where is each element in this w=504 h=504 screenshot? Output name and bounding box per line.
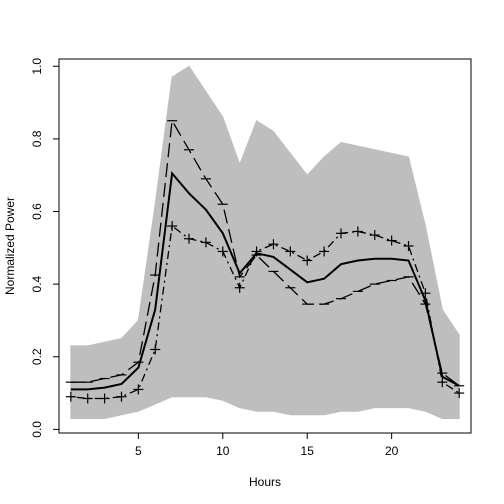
series-3-point (403, 241, 414, 251)
series-3-point (133, 384, 144, 395)
series-3-point (150, 344, 161, 355)
series-3 (65, 221, 465, 404)
series-3-point (184, 233, 195, 244)
x-tick-label: 10 (216, 444, 230, 458)
series-3-point (454, 388, 465, 399)
series-3-point (302, 255, 313, 266)
y-tick-label: 0.2 (30, 348, 44, 365)
series-3-point (217, 246, 228, 257)
series-layer (65, 118, 465, 404)
series-2 (65, 118, 465, 387)
series-1-line (70, 171, 460, 391)
series-3-point (82, 393, 93, 404)
series-3-point (386, 235, 397, 246)
series-3-point (116, 391, 127, 402)
series-3-point (335, 228, 346, 239)
y-axis: 0.0 0.2 0.4 0.6 0.8 1.0 (30, 58, 59, 438)
series-3-point (167, 221, 178, 232)
distribution-band-area (70, 65, 460, 419)
x-tick-label: 20 (385, 444, 399, 458)
x-axis: 5 10 15 20 (135, 433, 399, 458)
x-tick-label: 15 (301, 444, 315, 458)
series-3-point (99, 393, 110, 404)
series-3-point (65, 391, 76, 402)
distribution-band (70, 65, 460, 419)
series-3-line (70, 224, 460, 400)
y-tick-label: 1.0 (30, 58, 44, 75)
y-tick-label: 0.0 (30, 421, 44, 438)
series-3-point (352, 226, 363, 237)
series-1 (70, 171, 460, 391)
y-tick-label: 0.6 (30, 203, 44, 220)
y-axis-label: Normalized Power (3, 197, 17, 295)
series-3-point (285, 246, 296, 257)
series-3-point (234, 282, 245, 293)
y-tick-label: 0.4 (30, 275, 44, 292)
series-3-point (319, 246, 330, 257)
series-3-point (268, 239, 279, 250)
series-3-point (369, 230, 380, 241)
series-3-point (420, 288, 431, 299)
y-tick-label: 0.8 (30, 130, 44, 147)
x-axis-label: Hours (249, 475, 281, 489)
series-3-point (437, 377, 448, 388)
series-3-point (200, 237, 211, 248)
plot-frame (58, 58, 472, 434)
series-2-line (70, 118, 460, 387)
x-tick-label: 5 (135, 444, 142, 458)
series-3-point (251, 246, 262, 257)
